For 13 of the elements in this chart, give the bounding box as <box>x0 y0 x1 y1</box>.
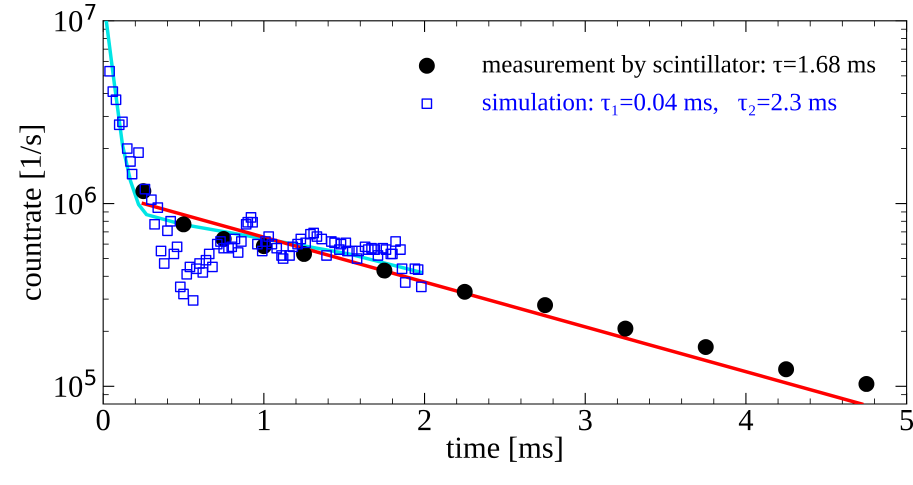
x-tick-label: 5 <box>900 410 913 430</box>
x-tick-label: 2 <box>418 410 430 430</box>
y-tick-label: 10$^{6}$ <box>55 186 96 214</box>
y-axis-title: countrate [1/s] <box>20 126 45 300</box>
legend-label: simulation: τ₁=0.04 ms, τ₂=2.3 ms <box>482 92 836 116</box>
y-tick-label: 10$^{7}$ <box>55 4 96 32</box>
y-tick-label: 10$^{5}$ <box>55 369 96 398</box>
legend-label: measurement by scintillator: τ=1.68 ms <box>482 55 876 78</box>
x-tick-label: 3 <box>579 410 592 430</box>
x-axis-title: time [ms] <box>446 436 562 462</box>
x-tick-label: 1 <box>258 410 270 430</box>
x-tick-label: 0 <box>96 410 110 430</box>
x-tick-label: 4 <box>738 410 754 430</box>
